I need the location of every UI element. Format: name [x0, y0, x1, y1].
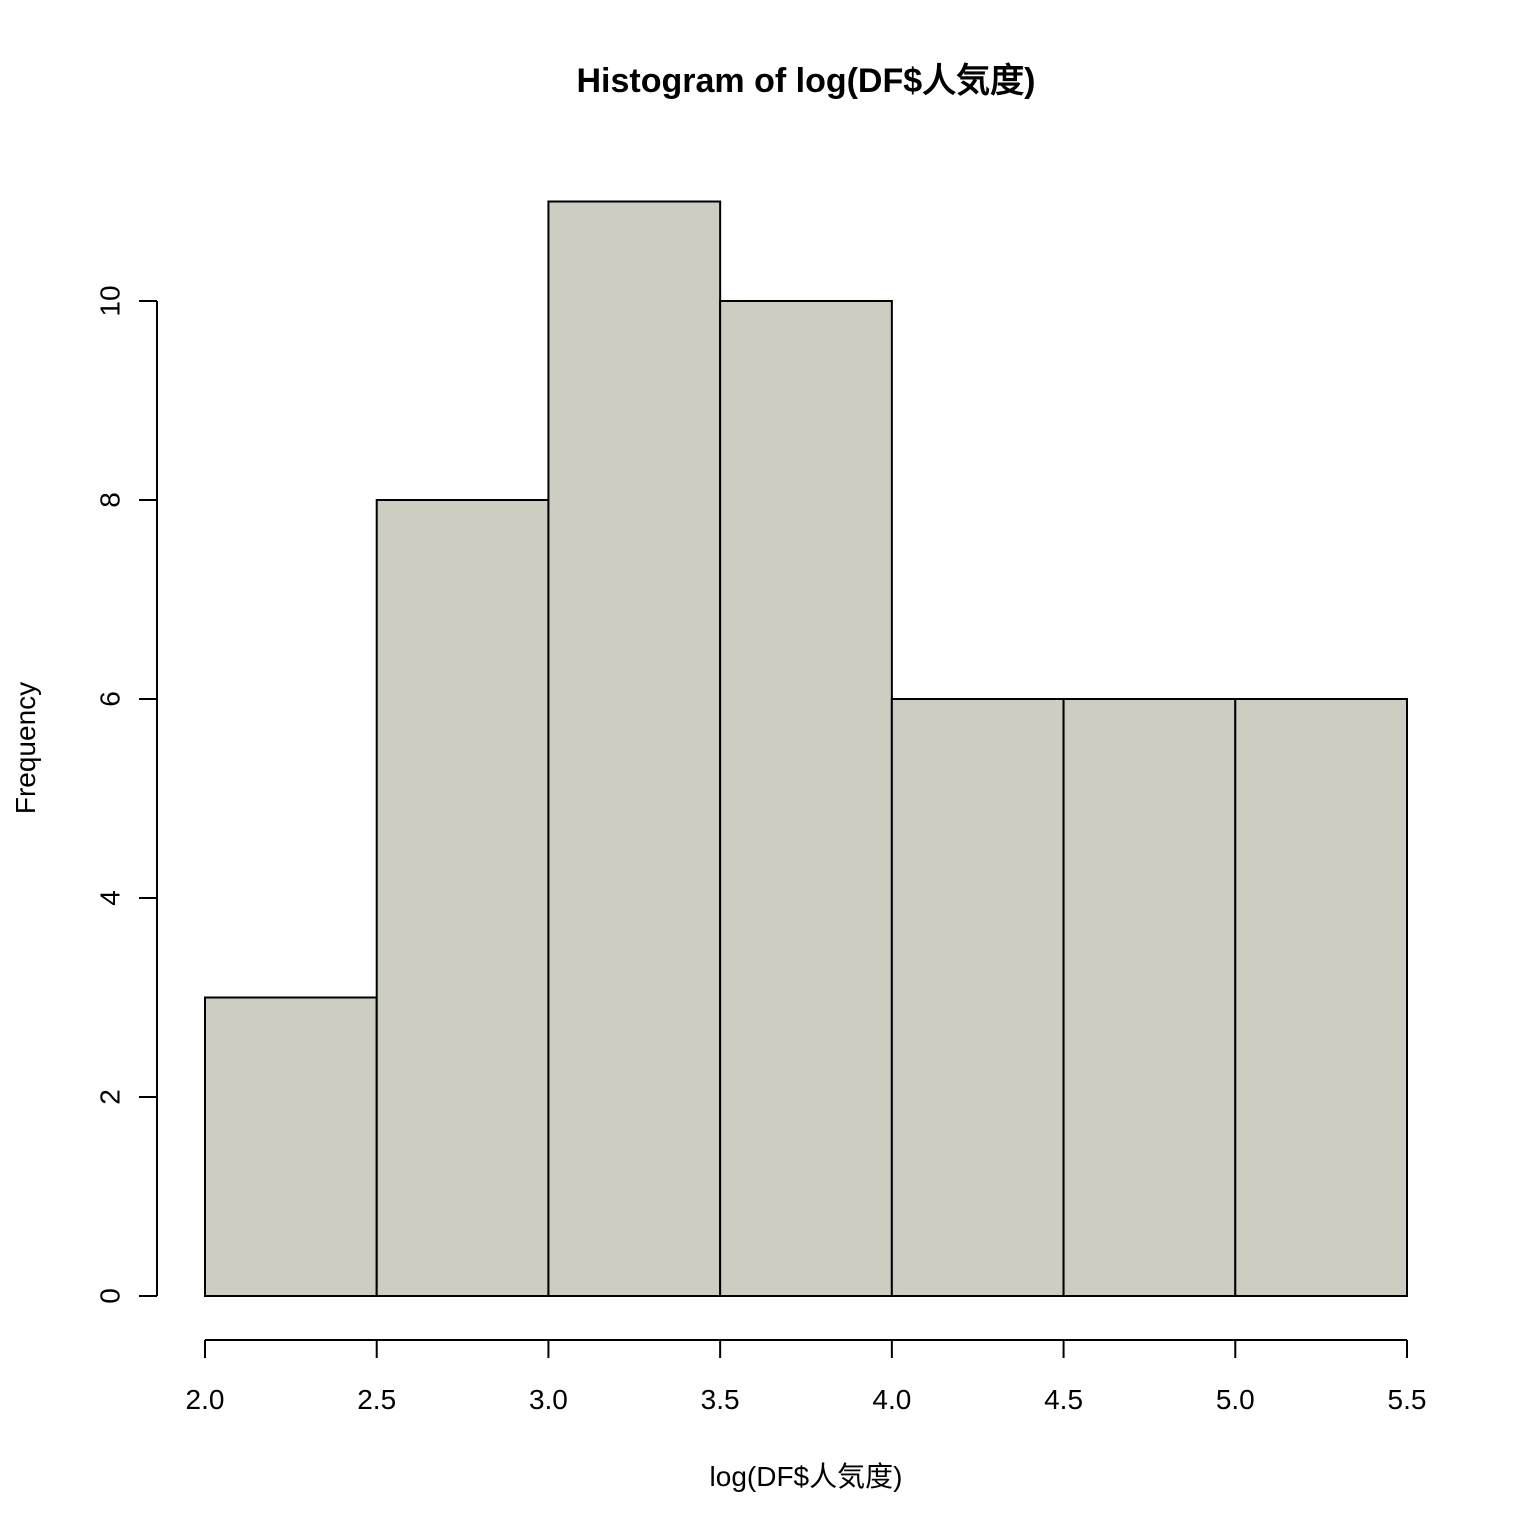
y-tick-label-5: 10: [95, 285, 126, 316]
histogram-bar-5: [1062, 698, 1237, 1297]
y-tick-label-3: 6: [95, 691, 126, 707]
x-tick-label-5: 4.5: [1044, 1384, 1083, 1415]
x-axis: 2.0 2.5 3.0 3.5 4.0 4.5 5.0 5.5: [186, 1339, 1427, 1415]
y-axis-label: Frequency: [10, 682, 41, 814]
x-axis-label: log(DF$人気度): [710, 1461, 903, 1492]
x-tick-label-4: 4.0: [872, 1384, 911, 1415]
y-tick-label-4: 8: [95, 492, 126, 508]
x-tick-label-6: 5.0: [1216, 1384, 1255, 1415]
y-tick-label-0: 0: [95, 1288, 126, 1304]
y-tick-label-1: 2: [95, 1089, 126, 1105]
x-tick-label-3: 3.5: [701, 1384, 740, 1415]
bars-group: [204, 200, 1409, 1297]
histogram-bar-1: [375, 499, 550, 1297]
histogram-bar-2: [547, 200, 722, 1297]
x-tick-label-7: 5.5: [1388, 1384, 1427, 1415]
x-tick-label-1: 2.5: [357, 1384, 396, 1415]
histogram-bar-3: [719, 300, 893, 1297]
chart-title: Histogram of log(DF$人気度): [577, 62, 1036, 100]
x-tick-label-2: 3.0: [529, 1384, 568, 1415]
y-axis: 0 2 4 6 8 10: [95, 285, 158, 1304]
y-tick-label-2: 4: [95, 890, 126, 906]
histogram-bar-6: [1234, 698, 1409, 1297]
x-tick-label-0: 2.0: [186, 1384, 225, 1415]
histogram-bar-4: [890, 698, 1065, 1297]
histogram-bar-0: [204, 996, 378, 1297]
